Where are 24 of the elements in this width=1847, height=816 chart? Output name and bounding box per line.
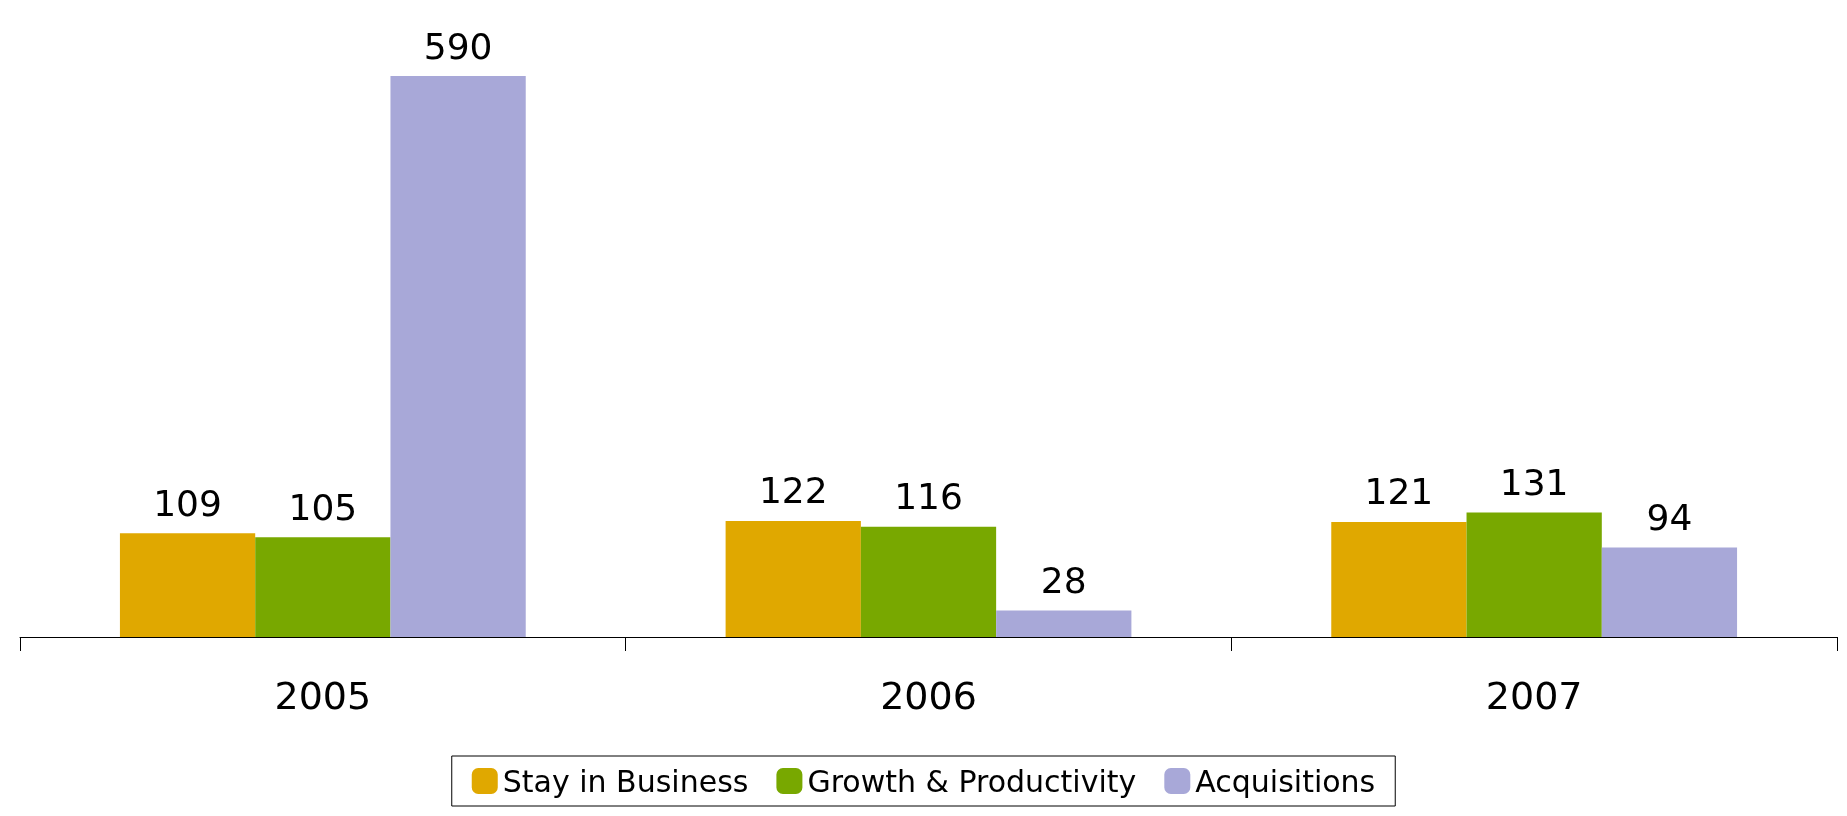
bar (255, 537, 391, 637)
x-tick-label: 2007 (1485, 674, 1583, 718)
bar (1331, 521, 1467, 637)
bar (860, 526, 997, 637)
data-label: 28 (1040, 559, 1087, 601)
legend-label: Acquisitions (1195, 763, 1376, 799)
data-label: 121 (1364, 471, 1434, 513)
data-label: 590 (423, 25, 493, 67)
data-label: 94 (1646, 497, 1693, 539)
legend-label: Growth & Productivity (807, 763, 1137, 799)
data-label: 105 (288, 486, 358, 528)
bar (1601, 547, 1738, 637)
bar (725, 521, 861, 637)
legend-label: Stay in Business (502, 763, 749, 799)
bar (996, 610, 1132, 637)
bar (1466, 512, 1602, 637)
x-tick-label: 2005 (274, 674, 372, 718)
data-label: 122 (758, 470, 828, 512)
data-label: 109 (153, 482, 222, 524)
bar (390, 76, 526, 637)
bar (119, 533, 256, 637)
data-label: 116 (894, 476, 963, 518)
data-label: 131 (1499, 461, 1569, 503)
x-tick-label: 2006 (880, 674, 977, 718)
